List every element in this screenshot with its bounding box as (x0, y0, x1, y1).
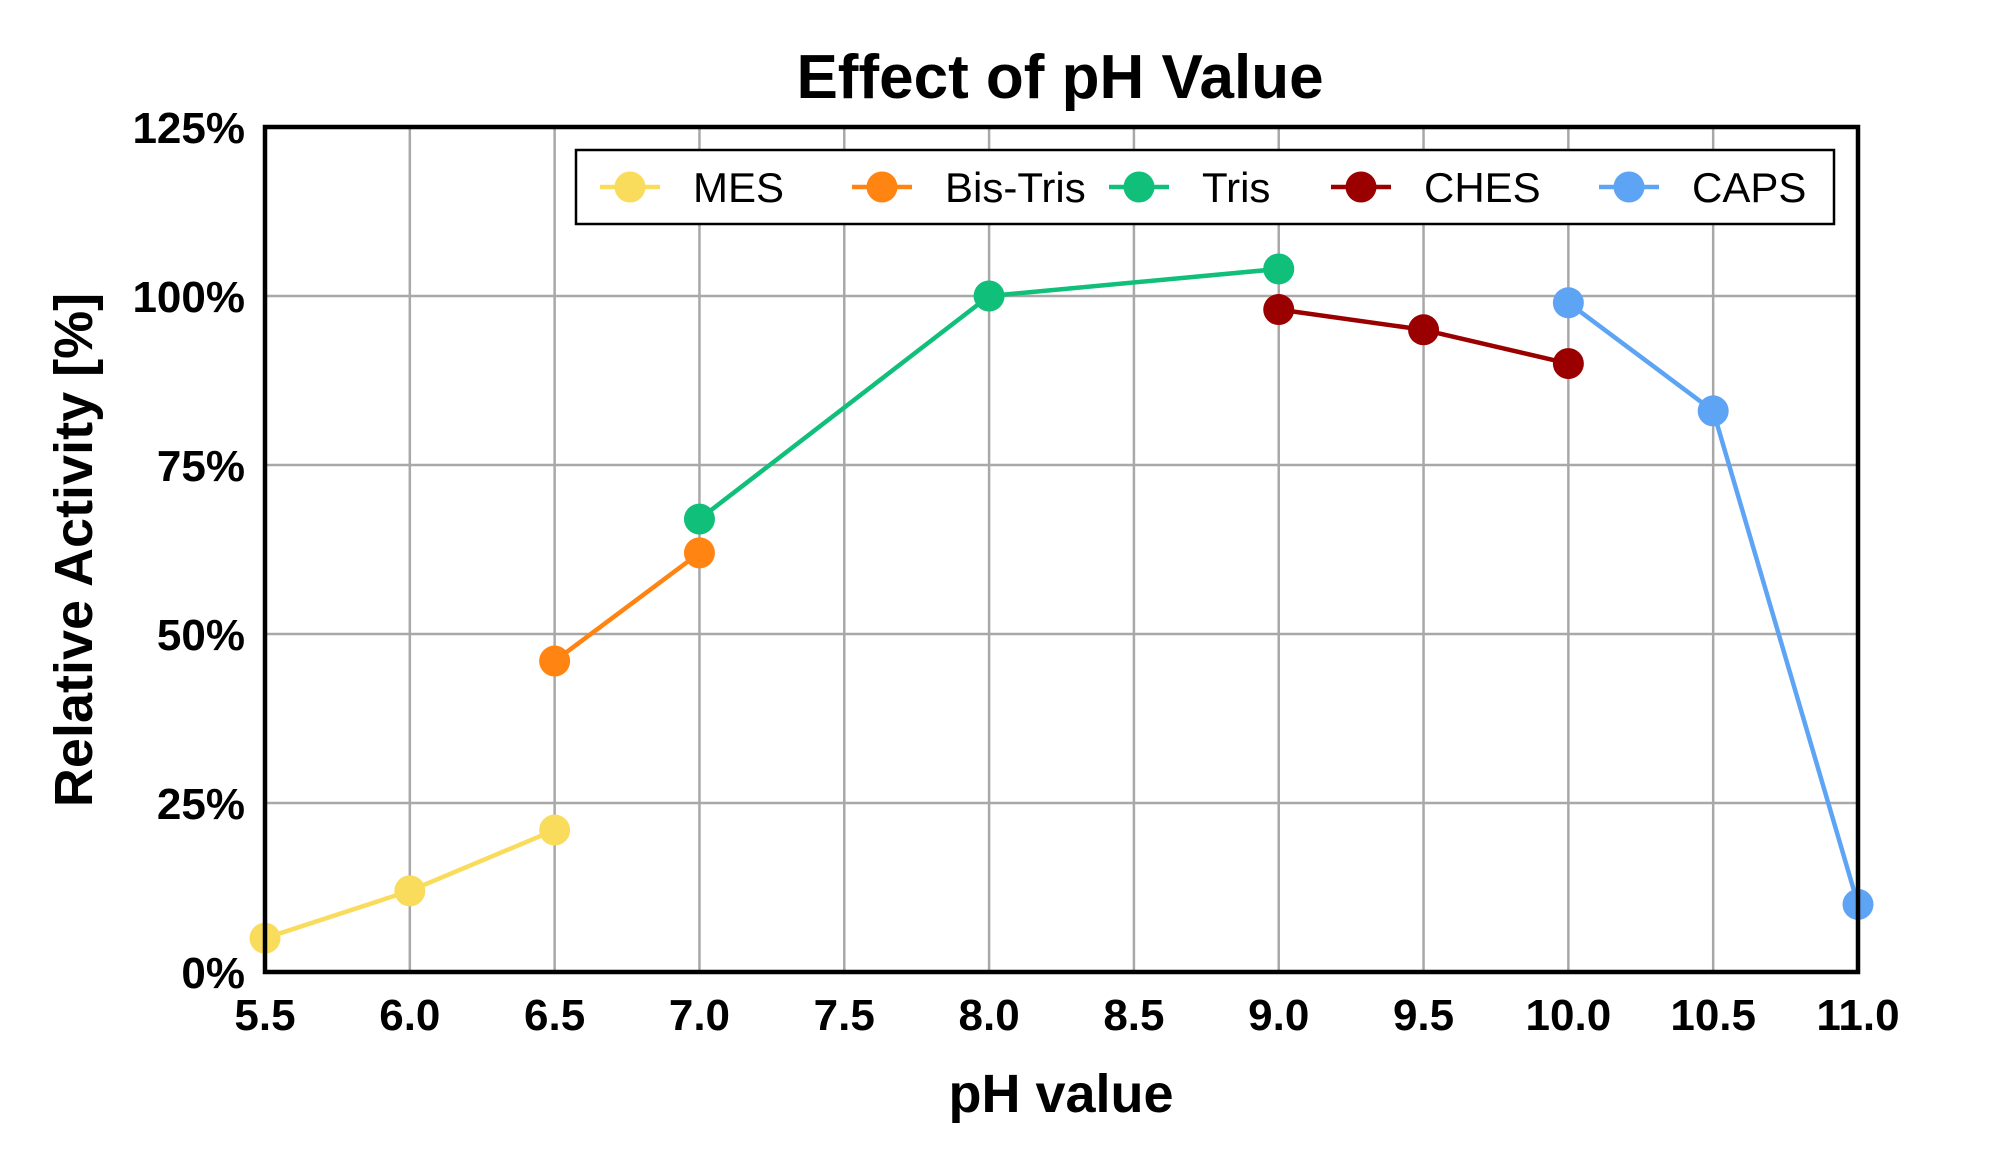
data-point-ches (1552, 348, 1584, 380)
legend-item-ches: CHES (1331, 164, 1541, 211)
legend-item-tris: Tris (1109, 164, 1270, 211)
data-point-caps (1697, 395, 1729, 427)
legend: MES Bis-Tris Tris CHES CAPS (574, 148, 1836, 226)
x-tick-label: 9.5 (1393, 991, 1454, 1040)
data-point-tris (683, 503, 715, 535)
legend-label: MES (693, 164, 784, 211)
legend-label: CHES (1424, 164, 1541, 211)
x-tick-label: 7.5 (814, 991, 875, 1040)
x-tick-label: 9.0 (1248, 991, 1309, 1040)
legend-label: Bis-Tris (945, 164, 1086, 211)
x-tick-label: 10.0 (1526, 991, 1612, 1040)
data-point-mes (539, 814, 571, 846)
grid (265, 127, 1858, 972)
y-tick-label: 50% (157, 611, 245, 660)
y-tick-label: 25% (157, 780, 245, 829)
data-point-ches (1408, 314, 1440, 346)
y-tick-label: 75% (157, 442, 245, 491)
legend-marker (866, 171, 898, 203)
data-point-mes (394, 875, 426, 907)
y-tick-label: 0% (181, 949, 245, 998)
legend-label: CAPS (1692, 164, 1806, 211)
legend-item-caps: CAPS (1599, 164, 1806, 211)
y-axis-label: Relative Activity [%] (44, 293, 104, 807)
data-point-bis-tris (683, 537, 715, 569)
x-tick-label: 8.5 (1103, 991, 1164, 1040)
x-tick-label: 6.5 (524, 991, 585, 1040)
legend-marker (1613, 171, 1645, 203)
data-point-ches (1263, 294, 1295, 326)
legend-label: Tris (1202, 164, 1270, 211)
legend-marker (1123, 171, 1155, 203)
data-point-tris (973, 280, 1005, 312)
x-ticks: 5.5 6.0 6.5 7.0 7.5 8.0 8.5 9.0 9.5 10.0 10.5 11.0 (234, 991, 1899, 1040)
y-tick-label: 125% (132, 104, 245, 153)
data-point-caps (1552, 287, 1584, 319)
legend-item-mes: MES (600, 164, 784, 211)
x-tick-label: 7.0 (669, 991, 730, 1040)
data-point-tris (1263, 253, 1295, 285)
y-tick-label: 100% (132, 273, 245, 322)
legend-marker (1345, 171, 1377, 203)
chart-title: Effect of pH Value (796, 43, 1323, 112)
legend-item-bis-tris: Bis-Tris (852, 164, 1086, 211)
y-ticks: 0% 25% 50% 75% 100% 125% (132, 104, 245, 998)
series-line-bis-tris (553, 551, 701, 663)
data-point-bis-tris (539, 645, 571, 677)
x-tick-label: 8.0 (959, 991, 1020, 1040)
series-layer (249, 253, 1874, 954)
x-tick-label: 11.0 (1816, 991, 1899, 1040)
x-tick-label: 5.5 (234, 991, 295, 1040)
x-tick-label: 6.0 (379, 991, 440, 1040)
plot-frame (262, 124, 1861, 975)
x-tick-label: 10.5 (1670, 991, 1756, 1040)
x-axis-label: pH value (948, 1064, 1173, 1124)
legend-marker (614, 171, 646, 203)
